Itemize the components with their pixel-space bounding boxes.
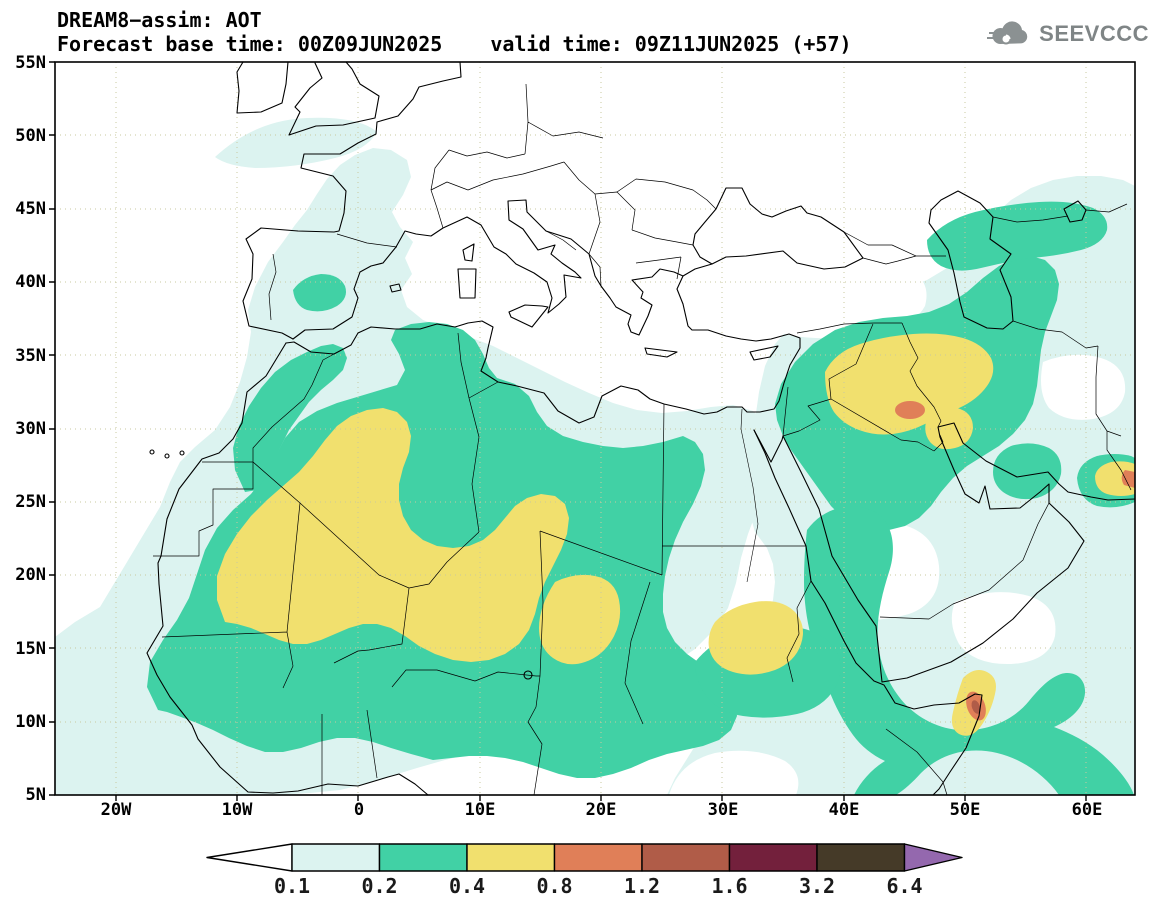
contour-fills xyxy=(55,117,1135,795)
graticule xyxy=(55,62,1135,795)
lat-label-25n: 25N xyxy=(15,492,46,512)
aot-region-04-ethiopia xyxy=(708,601,803,675)
canary-island xyxy=(149,449,155,455)
lon-label-30e: 30E xyxy=(707,800,739,820)
colorbar-arrow-max xyxy=(903,843,963,872)
country-borders xyxy=(153,83,1132,796)
coast-atlantic-europe xyxy=(242,61,462,340)
lon-label-0: 0 xyxy=(353,800,365,820)
aot-region-04-sahara-core xyxy=(217,408,569,662)
logo-text: SEEVCCC xyxy=(1039,21,1149,46)
lat-label-5n: 5N xyxy=(25,785,46,805)
colorbar: 0.1 0.2 0.4 0.8 1.2 1.6 3.2 6.4 xyxy=(206,843,963,898)
colorbar-label: 0.4 xyxy=(449,874,485,898)
subtitle: Forecast base time: 00Z09JUN2025 valid t… xyxy=(57,32,852,56)
aot-region-02-hormuz xyxy=(993,443,1062,500)
lon-label-20e: 20E xyxy=(585,800,617,820)
lon-label-60e: 60E xyxy=(1071,800,1103,820)
coast-med-south xyxy=(285,275,801,424)
colorbar-segment-16-32 xyxy=(728,843,818,872)
forecast-base-time: Forecast base time: 00Z09JUN2025 xyxy=(57,32,443,56)
lat-label-15n: 15N xyxy=(15,639,46,659)
colorbar-label: 0.8 xyxy=(536,874,572,898)
axis-ticks xyxy=(49,61,1087,801)
aot-region-02-nw-iberia xyxy=(293,274,346,312)
colorbar-segment-32-64 xyxy=(816,843,906,872)
valid-time: valid time: 09Z11JUN2025 (+57) xyxy=(490,32,852,56)
canary-island xyxy=(179,450,185,456)
forecast-map xyxy=(49,61,1136,801)
colorbar-segment-04-08 xyxy=(466,843,556,872)
borders-mideast xyxy=(782,203,1132,620)
aot-region-01-channel xyxy=(215,117,377,168)
coastlines xyxy=(146,61,1136,796)
lat-label-30n: 30N xyxy=(15,419,46,439)
colorbar-label: 1.6 xyxy=(711,874,747,898)
coast-britain-ireland xyxy=(236,61,380,136)
colorbar-label: 0.2 xyxy=(361,874,397,898)
coast-caspian xyxy=(928,190,1014,330)
colorbar-arrow-min xyxy=(206,843,293,872)
aot-region-02-morocco xyxy=(233,344,347,492)
page-title: DREAM8−assim: AOT xyxy=(57,8,262,32)
lat-label-45n: 45N xyxy=(15,199,46,219)
lon-label-10w: 10W xyxy=(221,800,253,820)
aot-region-04-sudan xyxy=(539,574,621,665)
lat-label-40n: 40N xyxy=(15,272,46,292)
lon-label-40e: 40E xyxy=(828,800,860,820)
colorbar-segment-01-02 xyxy=(291,843,381,872)
borders-africa xyxy=(153,332,948,796)
colorbar-segment-02-04 xyxy=(378,843,468,872)
lat-label-20n: 20N xyxy=(15,565,46,585)
aot-region-12-horn xyxy=(971,700,981,714)
lon-label-10e: 10E xyxy=(464,800,496,820)
lat-label-55n: 55N xyxy=(15,53,46,73)
colorbar-label: 1.2 xyxy=(624,874,660,898)
clear-gap-central-iran xyxy=(1041,354,1126,420)
cloud-icon xyxy=(987,21,1028,45)
colorbar-segment-12-16 xyxy=(641,843,731,872)
lat-label-35n: 35N xyxy=(15,346,46,366)
colorbar-label: 0.1 xyxy=(274,874,310,898)
colorbar-label: 3.2 xyxy=(799,874,835,898)
seevccc-logo: SEEVCCC xyxy=(986,18,1149,50)
aot-region-08-iraq xyxy=(895,401,925,419)
aot-region-08-makran xyxy=(1121,470,1135,488)
clear-gap-anatolia xyxy=(745,258,927,339)
lat-label-10n: 10N xyxy=(15,712,46,732)
colorbar-label: 6.4 xyxy=(886,874,922,898)
aot-region-02-redsea-horn xyxy=(804,506,1134,795)
clear-gap-south-sudan xyxy=(669,750,799,795)
coast-redsea-west xyxy=(753,429,983,796)
lon-label-50e: 50E xyxy=(949,800,981,820)
coast-arabia xyxy=(753,422,1136,683)
coast-africa-atlantic xyxy=(146,342,429,796)
colorbar-segment-08-12 xyxy=(553,843,643,872)
aot-region-02-caspian xyxy=(927,201,1108,271)
coast-islands xyxy=(389,200,1087,361)
lon-label-20w: 20W xyxy=(100,800,132,820)
nile-river xyxy=(740,408,759,583)
borders-europe xyxy=(268,83,717,321)
coast-med-north xyxy=(292,187,864,340)
canary-island xyxy=(164,453,170,459)
lat-label-50n: 50N xyxy=(15,126,46,146)
